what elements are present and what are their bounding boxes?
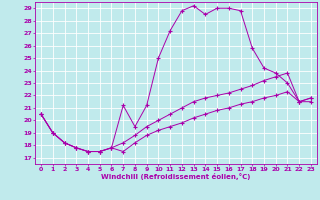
X-axis label: Windchill (Refroidissement éolien,°C): Windchill (Refroidissement éolien,°C) xyxy=(101,173,251,180)
